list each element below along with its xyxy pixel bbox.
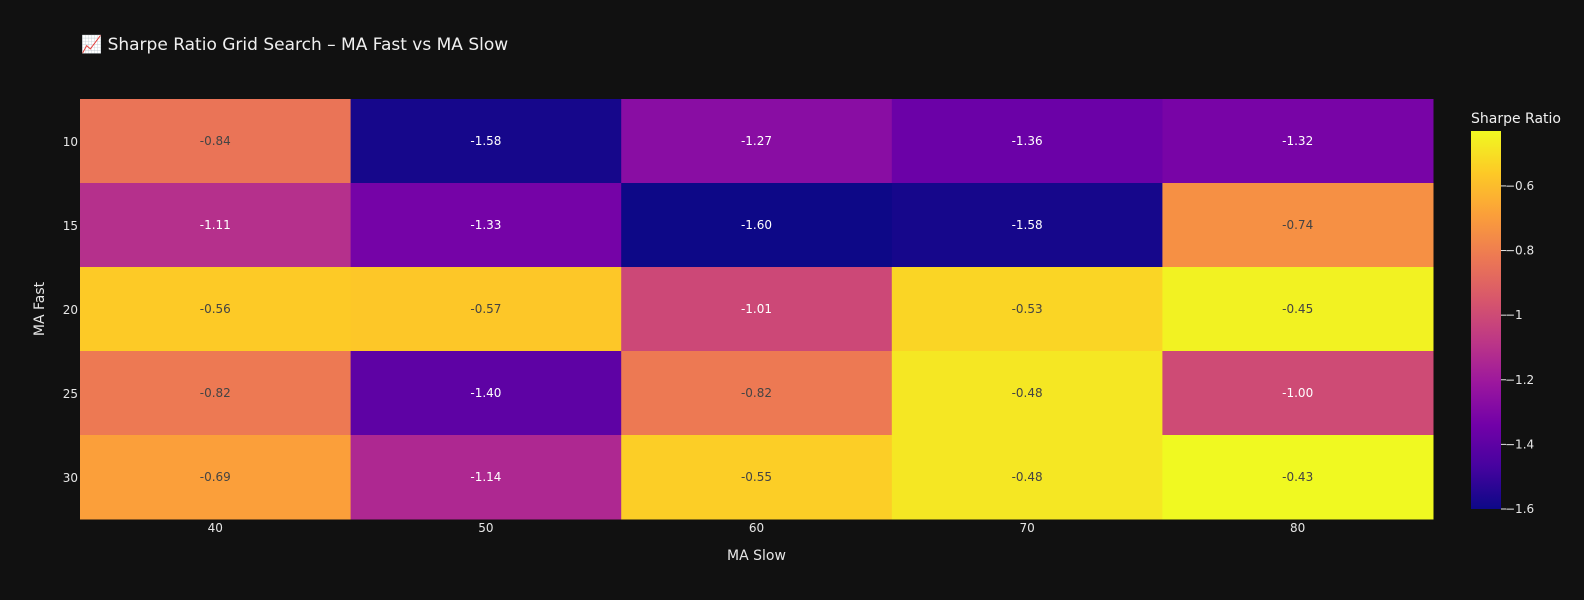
cell-value-label: -1.60 [741, 218, 772, 232]
cell-value-label: -1.58 [470, 134, 501, 148]
heatmap-cell [621, 351, 893, 436]
y-axis-ticks: 10 15 20 25 30 [63, 135, 78, 485]
heatmap-cell [1162, 267, 1434, 352]
heatmap-cell [1162, 99, 1434, 184]
heatmap-cell [891, 183, 1163, 268]
heatmap-cell [621, 183, 893, 268]
heatmap-cell-labels: -0.84 -1.58 -1.27 -1.36 -1.32 -1.11 -1.33 -1.60… [200, 134, 1313, 484]
colorbar-tick-label: −1.6 [1505, 502, 1534, 516]
cell-value-label: -1.11 [200, 218, 231, 232]
cell-value-label: -1.00 [1282, 386, 1313, 400]
heatmap-cell [621, 435, 893, 520]
colorbar-tick-label: −1.4 [1505, 437, 1534, 451]
y-tick-label: 25 [63, 387, 78, 401]
heatmap-cell [350, 351, 622, 436]
cell-value-label: -1.27 [741, 134, 772, 148]
heatmap-cells [80, 99, 1434, 520]
x-tick-label: 80 [1290, 521, 1305, 535]
colorbar [1471, 131, 1501, 509]
heatmap-cell [350, 267, 622, 352]
colorbar-tick-label: −1.2 [1505, 373, 1534, 387]
heatmap-cell [80, 99, 352, 184]
x-axis-ticks: 40 50 60 70 80 [208, 521, 1306, 535]
heatmap-cell [891, 435, 1163, 520]
x-tick-label: 70 [1019, 521, 1034, 535]
heatmap-cell [621, 267, 893, 352]
cell-value-label: -1.32 [1282, 134, 1313, 148]
chart-title: 📈 Sharpe Ratio Grid Search – MA Fast vs … [81, 34, 508, 55]
heatmap-cell [80, 183, 352, 268]
colorbar-tick-label: −0.6 [1505, 179, 1534, 193]
cell-value-label: -0.43 [1282, 470, 1313, 484]
heatmap-cell [891, 99, 1163, 184]
heatmap-cell [80, 351, 352, 436]
cell-value-label: -0.82 [741, 386, 772, 400]
heatmap-cell [621, 99, 893, 184]
cell-value-label: -1.33 [470, 218, 501, 232]
colorbar-tick-label: −1 [1505, 308, 1523, 322]
colorbar-title: Sharpe Ratio [1471, 111, 1561, 127]
heatmap-cell [891, 351, 1163, 436]
cell-value-label: -0.74 [1282, 218, 1313, 232]
y-tick-label: 15 [63, 219, 78, 233]
y-tick-label: 10 [63, 135, 78, 149]
x-axis-title: MA Slow [727, 548, 786, 564]
heatmap-cell [350, 99, 622, 184]
cell-value-label: -1.36 [1012, 134, 1043, 148]
cell-value-label: -0.53 [1012, 302, 1043, 316]
cell-value-label: -0.45 [1282, 302, 1313, 316]
cell-value-label: -1.40 [470, 386, 501, 400]
cell-value-label: -1.01 [741, 302, 772, 316]
x-tick-label: 40 [208, 521, 223, 535]
cell-value-label: -1.14 [470, 470, 501, 484]
heatmap-cell [350, 435, 622, 520]
cell-value-label: -1.58 [1012, 218, 1043, 232]
heatmap-cell [891, 267, 1163, 352]
heatmap-cell [80, 435, 352, 520]
heatmap-cell [1162, 183, 1434, 268]
colorbar-tick-label: −0.8 [1505, 244, 1534, 258]
y-axis-title: MA Fast [32, 281, 48, 336]
y-tick-label: 30 [63, 471, 78, 485]
cell-value-label: -0.69 [200, 470, 231, 484]
x-tick-label: 60 [749, 521, 764, 535]
heatmap-cell [1162, 435, 1434, 520]
cell-value-label: -0.48 [1012, 470, 1043, 484]
cell-value-label: -0.84 [200, 134, 231, 148]
cell-value-label: -0.56 [200, 302, 231, 316]
heatmap-cell [350, 183, 622, 268]
colorbar-ticks: −0.6 −0.8 −1 −1.2 −1.4 −1.6 [1501, 179, 1534, 516]
y-tick-label: 20 [63, 303, 78, 317]
heatmap-cell [80, 267, 352, 352]
cell-value-label: -0.55 [741, 470, 772, 484]
cell-value-label: -0.82 [200, 386, 231, 400]
cell-value-label: -0.48 [1012, 386, 1043, 400]
x-tick-label: 50 [478, 521, 493, 535]
heatmap-cell [1162, 351, 1434, 436]
cell-value-label: -0.57 [470, 302, 501, 316]
